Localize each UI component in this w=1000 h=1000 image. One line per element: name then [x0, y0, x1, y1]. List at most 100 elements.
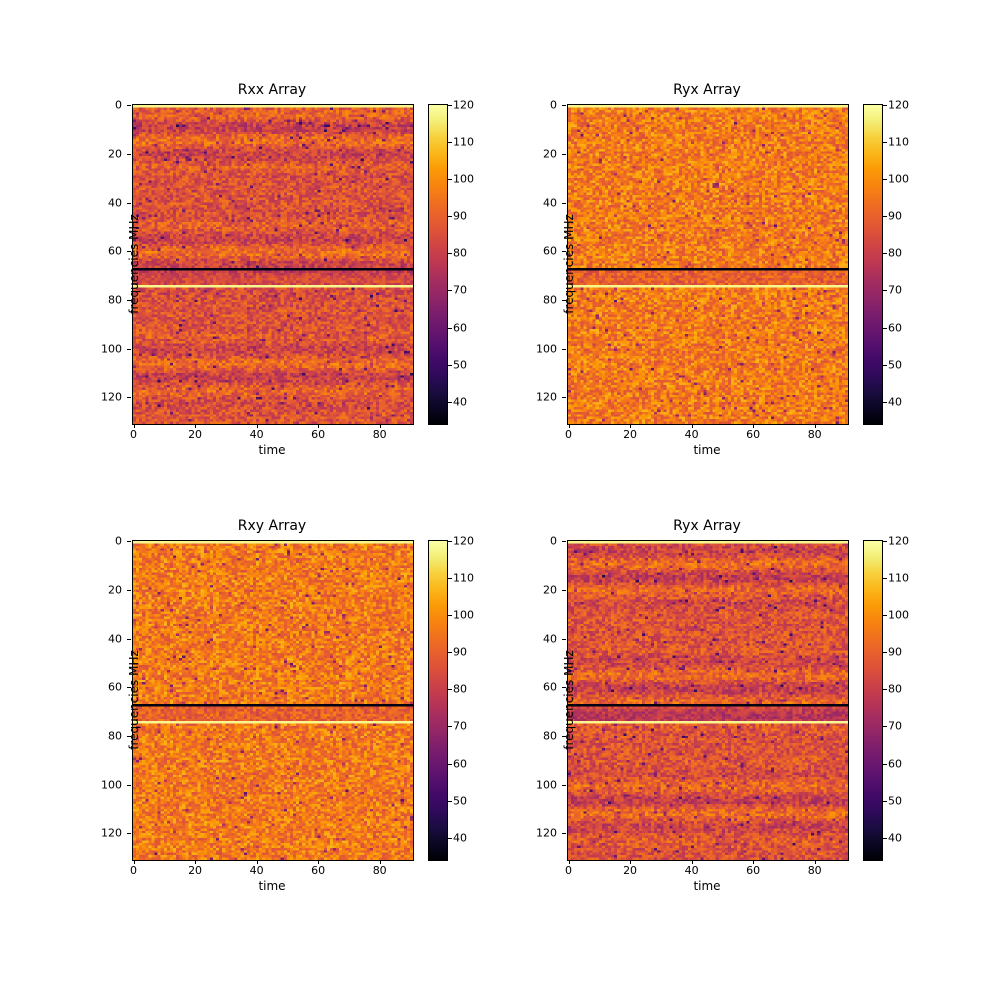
colorbar-tick-mark [448, 105, 452, 106]
x-tick-label: 20 [623, 864, 637, 877]
y-tick-mark [562, 541, 566, 542]
y-axis-label: frequencies MHz [127, 214, 141, 314]
colorbar-tick-mark [883, 365, 887, 366]
colorbar-tick-mark [883, 801, 887, 802]
x-tick-label: 20 [188, 864, 202, 877]
colorbar-tick-label: 40 [888, 831, 902, 844]
y-tick-mark [562, 639, 566, 640]
colorbar-tick-mark [883, 838, 887, 839]
y-tick-label: 20 [108, 147, 122, 160]
y-tick-label: 80 [543, 730, 557, 743]
colorbar-tick-mark [448, 365, 452, 366]
heatmap-canvas [568, 541, 848, 860]
colorbar-tick-label: 50 [888, 358, 902, 371]
y-tick-label: 100 [101, 342, 122, 355]
colorbar-tick-label: 80 [453, 683, 467, 696]
x-tick-label: 20 [623, 428, 637, 441]
y-tick-label: 40 [543, 196, 557, 209]
colorbar-tick-label: 110 [888, 572, 909, 585]
y-tick-label: 80 [108, 730, 122, 743]
y-tick-label: 100 [536, 778, 557, 791]
plot-title: Ryx Array [567, 518, 847, 534]
colorbar-tick-label: 110 [888, 136, 909, 149]
y-tick-mark [127, 105, 131, 106]
colorbar-tick-label: 80 [453, 247, 467, 260]
y-tick-label: 100 [536, 342, 557, 355]
plot-title: Rxy Array [132, 518, 412, 534]
heatmap-area [567, 540, 849, 861]
x-tick-label: 60 [746, 864, 760, 877]
x-tick-label: 0 [565, 428, 572, 441]
plot-title: Ryx Array [567, 82, 847, 98]
y-tick-mark [562, 300, 566, 301]
y-tick-label: 60 [108, 681, 122, 694]
colorbar-tick-mark [883, 615, 887, 616]
colorbar-tick-label: 80 [888, 247, 902, 260]
colorbar-tick-mark [448, 290, 452, 291]
y-tick-label: 80 [108, 294, 122, 307]
colorbar-tick-label: 90 [453, 646, 467, 659]
heatmap-area [132, 104, 414, 425]
colorbar-tick-label: 60 [888, 757, 902, 770]
y-tick-mark [562, 687, 566, 688]
x-tick-label: 0 [130, 428, 137, 441]
colorbar-tick-mark [883, 179, 887, 180]
colorbar-tick-label: 40 [453, 395, 467, 408]
plot-title: Rxx Array [132, 82, 412, 98]
colorbar-canvas [864, 541, 882, 860]
y-tick-label: 20 [543, 147, 557, 160]
colorbar: 405060708090100110120 [428, 540, 448, 861]
colorbar-tick-label: 60 [453, 321, 467, 334]
colorbar-tick-mark [883, 726, 887, 727]
colorbar-tick-mark [448, 541, 452, 542]
y-tick-mark [127, 639, 131, 640]
colorbar-tick-mark [448, 689, 452, 690]
colorbar-tick-mark [883, 216, 887, 217]
colorbar-canvas [429, 541, 447, 860]
colorbar-tick-label: 70 [453, 284, 467, 297]
colorbar-tick-mark [883, 578, 887, 579]
subplot-ryx_bottom: Ryx Arraytimefrequencies MHz020406080020… [567, 540, 847, 859]
colorbar-tick-mark [883, 142, 887, 143]
y-tick-label: 80 [543, 294, 557, 307]
heatmap-canvas [133, 105, 413, 424]
y-tick-label: 0 [550, 99, 557, 112]
colorbar: 405060708090100110120 [863, 540, 883, 861]
y-tick-label: 120 [101, 391, 122, 404]
y-tick-label: 40 [543, 632, 557, 645]
y-tick-mark [127, 154, 131, 155]
colorbar-tick-label: 90 [888, 210, 902, 223]
colorbar-tick-mark [883, 402, 887, 403]
colorbar-tick-mark [448, 216, 452, 217]
y-tick-mark [127, 300, 131, 301]
x-tick-label: 20 [188, 428, 202, 441]
colorbar-tick-mark [448, 402, 452, 403]
colorbar-tick-label: 50 [453, 794, 467, 807]
colorbar-tick-label: 120 [453, 535, 474, 548]
y-tick-mark [127, 203, 131, 204]
colorbar-tick-mark [448, 615, 452, 616]
heatmap-canvas [568, 105, 848, 424]
x-axis-label: time [567, 443, 847, 457]
colorbar-canvas [864, 105, 882, 424]
colorbar-tick-mark [883, 328, 887, 329]
colorbar-tick-mark [883, 541, 887, 542]
y-tick-mark [562, 785, 566, 786]
colorbar-tick-mark [448, 328, 452, 329]
colorbar-tick-mark [883, 764, 887, 765]
y-axis-label: frequencies MHz [562, 650, 576, 750]
colorbar-tick-mark [448, 179, 452, 180]
y-axis-label: frequencies MHz [562, 214, 576, 314]
y-tick-mark [127, 833, 131, 834]
y-tick-mark [562, 105, 566, 106]
x-tick-label: 60 [746, 428, 760, 441]
y-tick-mark [562, 203, 566, 204]
x-tick-label: 60 [311, 428, 325, 441]
y-tick-mark [127, 687, 131, 688]
y-tick-label: 0 [115, 99, 122, 112]
y-tick-label: 20 [543, 583, 557, 596]
x-tick-label: 0 [130, 864, 137, 877]
figure: Rxx Array time frequencies MHz 0 20 40 60 80 0 20… [0, 0, 1000, 1000]
y-tick-mark [127, 349, 131, 350]
x-axis-label: time [132, 443, 412, 457]
